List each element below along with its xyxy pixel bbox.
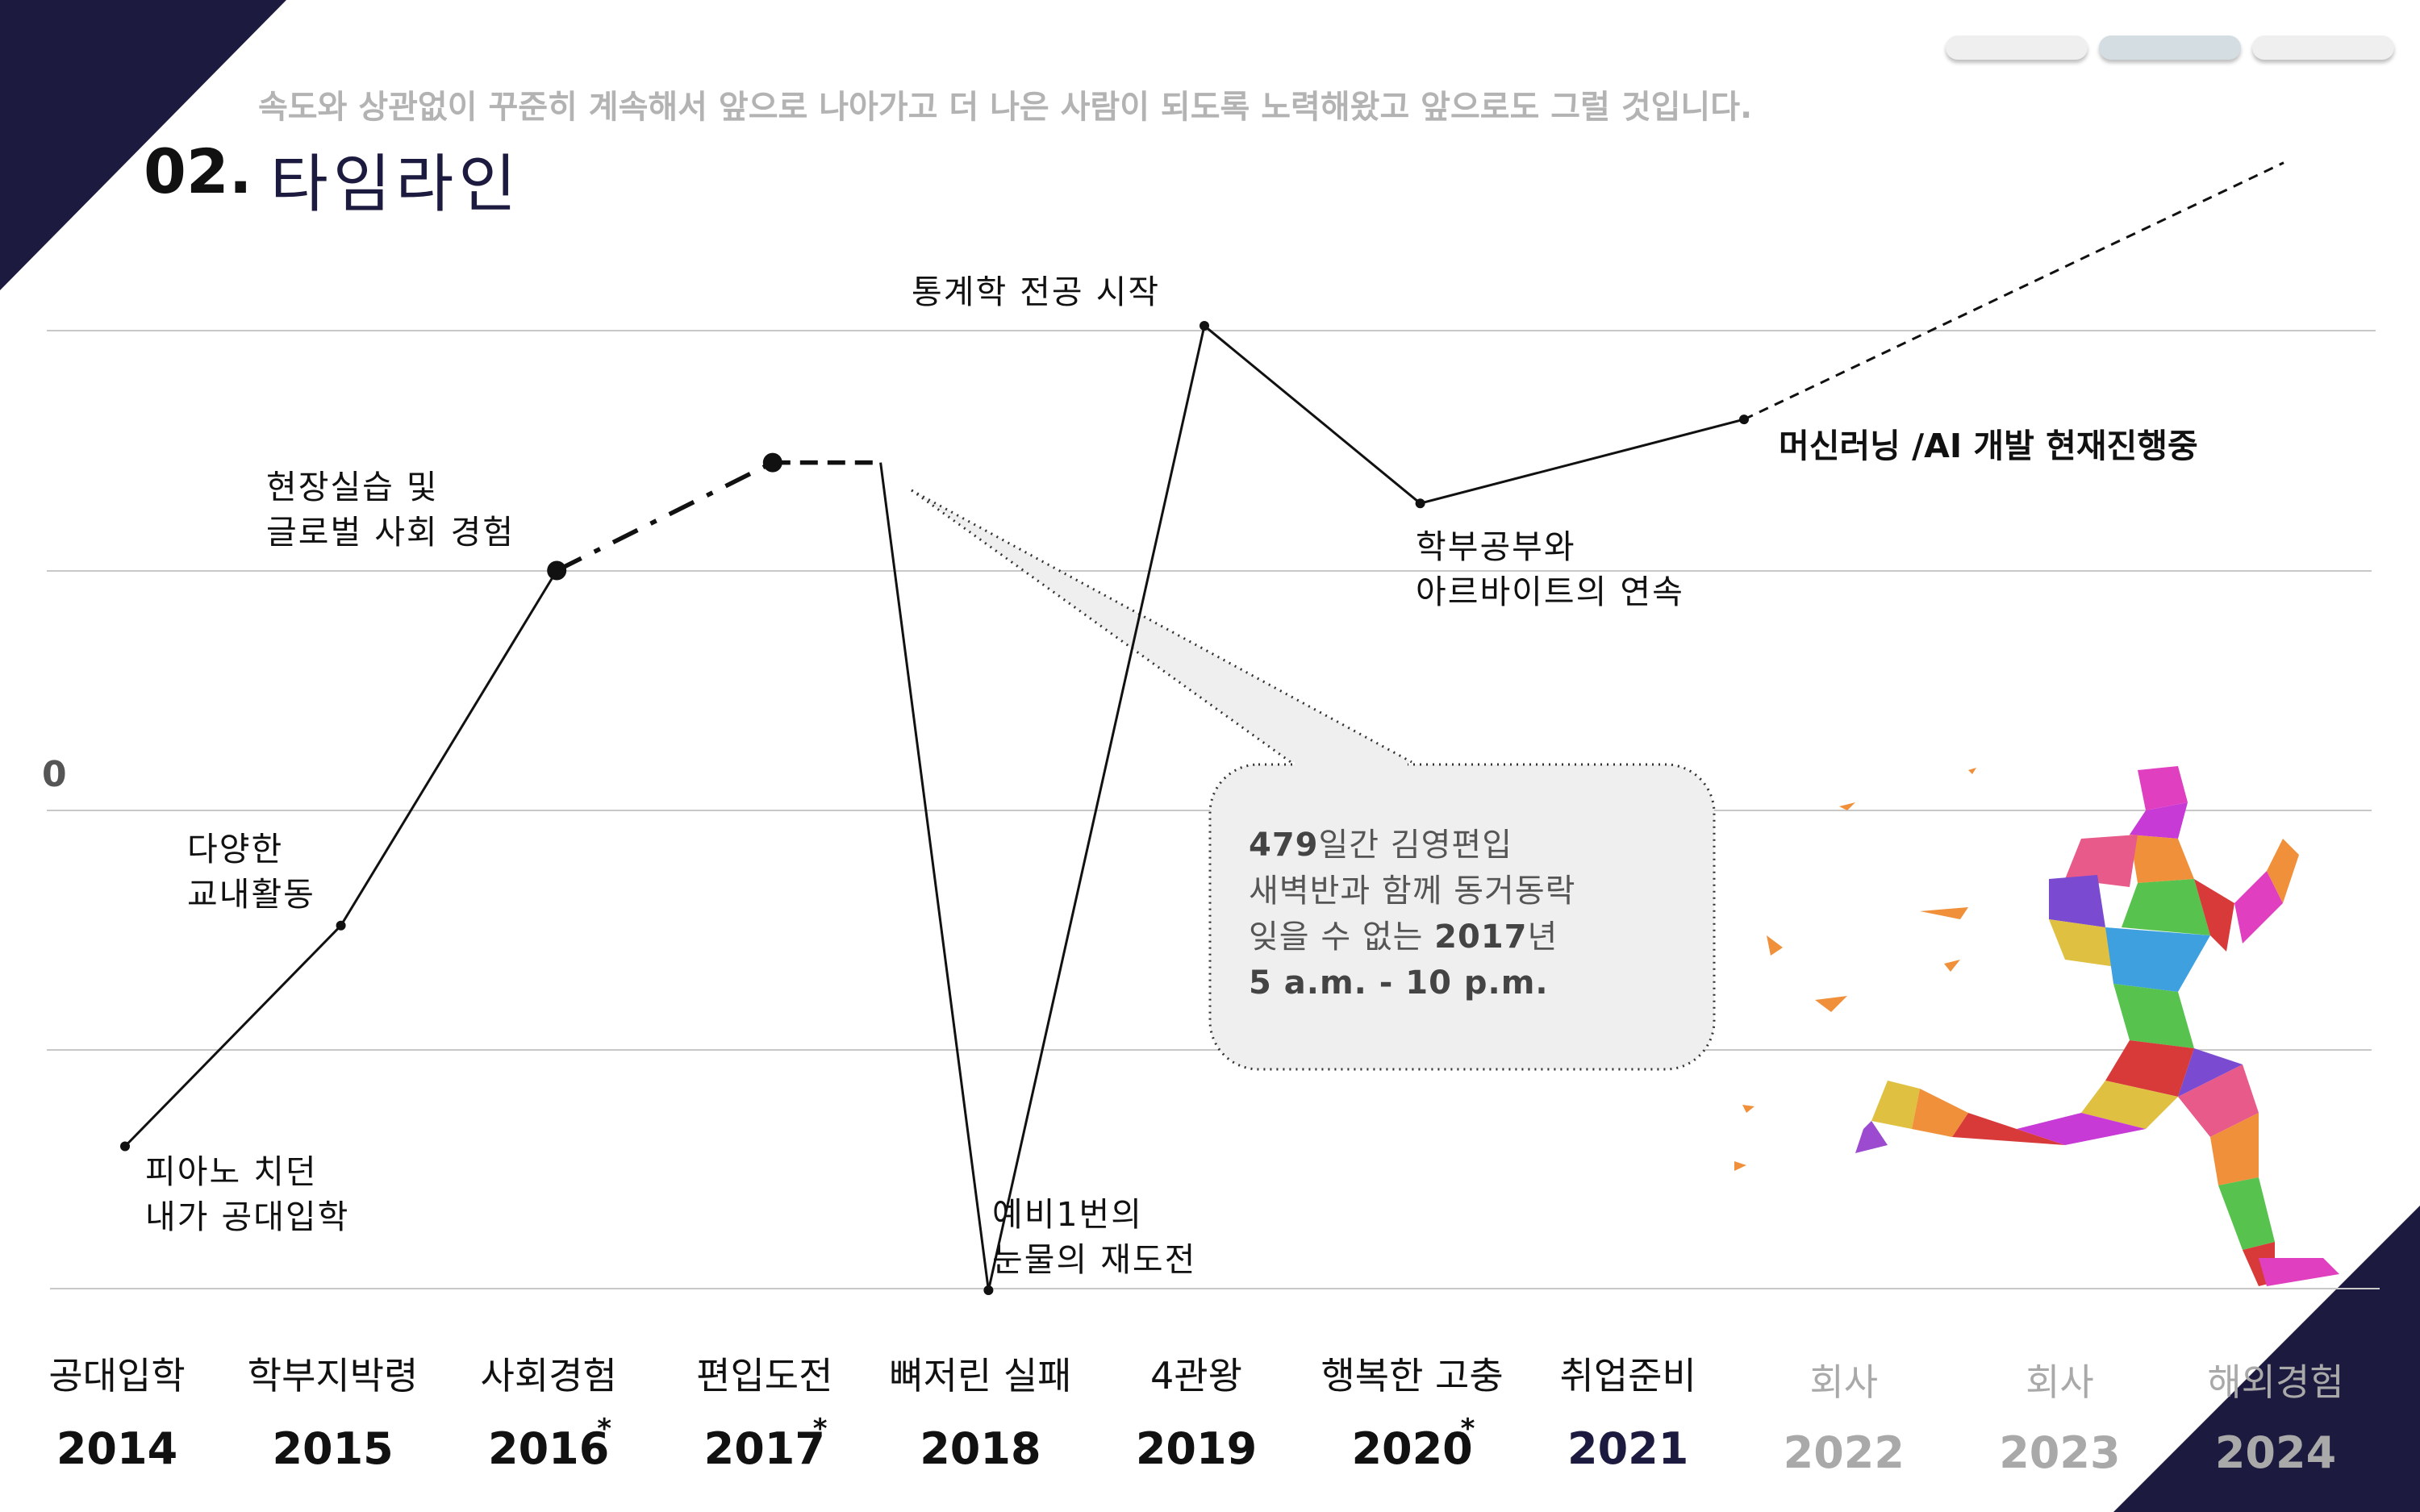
x-category-label: 학부지박령	[247, 1354, 419, 1397]
year-asterisk: *	[597, 1413, 611, 1445]
data-point	[762, 452, 782, 473]
data-point	[120, 1141, 130, 1152]
annotation-2020: 학부공부와 아르바이트의 연속	[1416, 524, 1684, 614]
corner-decoration-top-left	[0, 0, 286, 290]
speech-bubble	[911, 489, 1716, 1071]
speech-bubble-pointer-edge	[911, 489, 1291, 764]
annotation-line: 현장실습 및	[266, 468, 439, 506]
annotation-line: 학부공부와	[1416, 527, 1576, 566]
x-year-label: 2018	[920, 1423, 1041, 1474]
annotation-2018: 예비1번의 눈물의 재도전	[992, 1192, 1196, 1282]
x-category-label: 회사	[1809, 1360, 1879, 1404]
annotation-2016: 현장실습 및 글로벌 사회 경험	[266, 464, 515, 555]
annotation-2015: 다양한 교내활동	[187, 827, 315, 917]
annotation-2014: 피아노 치던 내가 공대입학	[145, 1149, 349, 1239]
annotation-line: 내가 공대입학	[145, 1198, 350, 1236]
x-year-label: 2016	[488, 1423, 610, 1474]
x-year-label: 2024	[2214, 1427, 2337, 1478]
x-year-label: 2019	[1135, 1423, 1258, 1474]
data-point	[336, 920, 346, 931]
particle-shards	[1734, 768, 1976, 1171]
page-subtitle: 속도와 상관없이 꾸준히 계속해서 앞으로 나아가고 더 나은 사람이 되도록 …	[258, 89, 1753, 126]
data-point	[1200, 321, 1209, 331]
y-tick-label-zero: 0	[42, 754, 67, 795]
x-year-label: 2022	[1783, 1427, 1905, 1478]
bubble-line-1: 479일간 김영편입	[1249, 827, 1513, 864]
speech-bubble-pointer-edge	[911, 489, 1412, 764]
data-point	[983, 1285, 994, 1295]
speech-bubble-gap	[1295, 762, 1408, 767]
line-segment	[123, 924, 342, 1148]
x-category-label: 뼈저린 실패	[889, 1354, 1072, 1397]
x-category-label: 4관왕	[1150, 1354, 1242, 1397]
corner-decoration-bottom-right	[2113, 1206, 2420, 1512]
year-asterisk: *	[1460, 1413, 1475, 1445]
annotation-2021: 머신러닝 /AI 개발 현재진행중	[1779, 427, 2198, 465]
line-segment	[1743, 161, 2284, 421]
annotation-line: 글로벌 사회 경험	[266, 513, 515, 552]
x-category-label: 취업준비	[1559, 1354, 1696, 1397]
data-point	[1739, 414, 1749, 425]
section-number: 02.	[144, 135, 252, 207]
line-segment	[340, 569, 558, 927]
year-asterisk: *	[812, 1413, 828, 1445]
x-category-label: 사회경험	[480, 1354, 617, 1397]
page-tab-3[interactable]	[2252, 35, 2394, 60]
line-segment	[879, 462, 990, 1291]
line-segment	[987, 325, 1206, 1291]
x-year-label: 2014	[56, 1423, 178, 1474]
x-category-label: 공대입학	[48, 1354, 186, 1397]
annotation-line: 눈물의 재도전	[992, 1240, 1197, 1279]
line-segment	[555, 460, 774, 573]
x-category-label: 회사	[2026, 1360, 2094, 1404]
annotation-line: 통계학 전공 시작	[912, 273, 1161, 311]
annotation-2019: 통계학 전공 시작	[912, 269, 1160, 314]
page-title: 타임라인	[270, 148, 522, 221]
annotation-line: 예비1번의	[992, 1195, 1143, 1234]
x-year-label: 2021	[1567, 1423, 1689, 1474]
x-year-label: 2023	[1999, 1427, 2121, 1478]
line-segment	[1204, 324, 1421, 505]
annotation-line: 피아노 치던	[145, 1152, 318, 1191]
speech-bubble-text: 479일간 김영편입 새벽반과 함께 동거동락 잊을 수 없는 2017년 5 …	[1249, 823, 1575, 1006]
bubble-line-2: 새벽반과 함께 동거동락	[1249, 873, 1576, 910]
x-year-label: 2017	[703, 1423, 825, 1474]
bubble-line-4: 5 a.m. - 10 p.m.	[1249, 964, 1549, 1002]
annotation-line: 교내활동	[187, 875, 315, 914]
annotation-line: 다양한	[187, 830, 284, 868]
x-year-label: 2020	[1351, 1423, 1473, 1474]
data-point	[1415, 498, 1425, 509]
page-tab-1[interactable]	[1946, 35, 2088, 60]
page-tab-2[interactable]	[2099, 35, 2241, 60]
line-segment	[1420, 418, 1745, 505]
annotation-line: 아르바이트의 연속	[1416, 573, 1684, 611]
x-category-label: 편입도전	[696, 1354, 833, 1397]
x-category-label: 해외경험	[2207, 1360, 2344, 1404]
page-tabs	[1946, 35, 2394, 60]
data-point	[547, 560, 567, 581]
bubble-line-3: 잊을 수 없는 2017년	[1249, 918, 1558, 956]
timeline-line	[120, 161, 2284, 1295]
speech-bubble-box	[1208, 763, 1716, 1071]
x-year-label: 2015	[272, 1423, 394, 1474]
x-category-label: 행복한 고충	[1321, 1354, 1504, 1397]
running-man-icon	[1855, 766, 2339, 1286]
